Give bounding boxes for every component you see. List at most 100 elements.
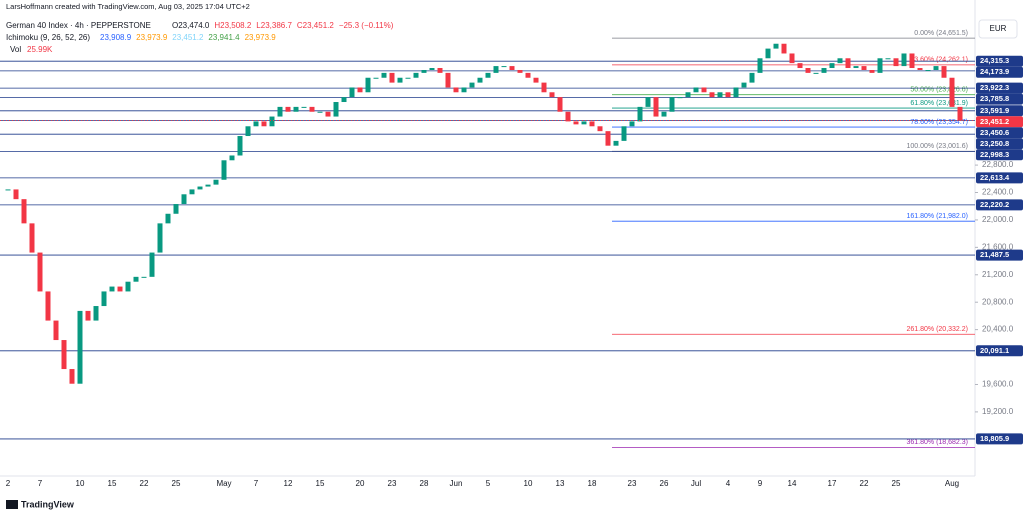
price-tag-label: 22,998.3 [980, 150, 1009, 159]
ohlc-value: O23,474.0 [172, 21, 210, 30]
candle [477, 77, 483, 83]
candle [773, 43, 779, 49]
y-tick-label: 22,800.0 [982, 160, 1014, 169]
candle [541, 82, 547, 93]
candle [709, 92, 715, 98]
y-tick-label: 22,400.0 [982, 188, 1014, 197]
candle [213, 179, 219, 185]
candle [885, 58, 891, 60]
x-tick-label: 13 [556, 479, 565, 488]
candle [421, 69, 427, 73]
fib-label: 361.80% (18,682.3) [907, 439, 969, 446]
candle [309, 106, 315, 112]
candle [245, 126, 251, 137]
candle [605, 131, 611, 146]
candle [789, 53, 795, 64]
price-tag [976, 127, 1023, 139]
candle [757, 58, 763, 73]
candle [397, 77, 403, 83]
candle [869, 69, 875, 73]
x-tick-label: 7 [38, 479, 43, 488]
indicator-value: 23,973.9 [136, 33, 168, 42]
y-tick-label: 21,600.0 [982, 242, 1014, 251]
x-tick-label: 2 [6, 479, 11, 488]
candle [317, 111, 323, 113]
candle [333, 102, 339, 117]
candle [501, 66, 507, 68]
fib-label: 161.80% (21,982.0) [907, 213, 969, 220]
candle [69, 369, 75, 384]
x-tick-label: 14 [788, 479, 797, 488]
price-tag-label: 24,173.9 [980, 67, 1009, 76]
candle [261, 121, 267, 127]
fib-label: 261.80% (20,332.2) [907, 326, 969, 333]
candle [941, 66, 947, 78]
candle [653, 97, 659, 117]
y-tick-label: 21,200.0 [982, 270, 1014, 279]
candle [949, 77, 955, 107]
candle [637, 106, 643, 122]
candle [445, 72, 451, 88]
price-tag [976, 82, 1023, 94]
candle [733, 87, 739, 98]
candle [677, 97, 683, 99]
x-tick-label: 10 [524, 479, 533, 488]
x-tick-label: 5 [486, 479, 491, 488]
symbol: German 40 Index · 4h · PEPPERSTONE [6, 21, 151, 30]
candle [589, 121, 595, 127]
candle [349, 87, 355, 98]
candle [453, 87, 459, 93]
x-tick-label: May [216, 479, 231, 488]
fib-label: 0.00% (24,651.5) [914, 30, 968, 37]
candle [861, 66, 867, 70]
candle [21, 199, 27, 224]
candle [597, 126, 603, 132]
fib-label: 50.00% (23,826.6) [910, 87, 968, 94]
candle [229, 155, 235, 161]
candle [29, 223, 35, 253]
currency[interactable]: EUR [990, 24, 1007, 33]
brand: TradingView [21, 499, 75, 509]
candle [509, 66, 515, 70]
candle [189, 189, 195, 195]
candle [325, 111, 331, 117]
currency-box[interactable] [978, 19, 1018, 39]
x-tick-label: 22 [140, 479, 149, 488]
candle [109, 286, 115, 292]
x-tick-label: 25 [892, 479, 901, 488]
candle [741, 82, 747, 88]
x-tick-label: Jun [450, 479, 463, 488]
candle [469, 82, 475, 88]
price-tag-label: 23,591.9 [980, 106, 1009, 115]
candle [797, 63, 803, 69]
candle [365, 77, 371, 93]
candle [5, 189, 11, 191]
price-tag [976, 149, 1023, 161]
candle [901, 53, 907, 67]
candle [253, 121, 259, 127]
candle [525, 72, 531, 78]
price-tag-label: 20,091.1 [980, 346, 1009, 355]
candle [389, 72, 395, 83]
candle [301, 106, 307, 108]
candle [917, 68, 923, 70]
price-tag [976, 433, 1023, 445]
candle [957, 106, 963, 121]
x-tick-label: 12 [284, 479, 293, 488]
candle [629, 121, 635, 127]
candle [101, 291, 107, 307]
candle [925, 69, 931, 71]
x-tick-label: 17 [828, 479, 837, 488]
candle [661, 111, 667, 117]
candle [37, 252, 43, 292]
candle [413, 72, 419, 78]
price-tag-label: 23,451.2 [980, 117, 1009, 126]
x-tick-label: 10 [76, 479, 85, 488]
candle [173, 204, 179, 214]
candle [45, 291, 51, 321]
x-tick-label: 23 [388, 479, 397, 488]
price-tag [976, 93, 1023, 105]
candle [613, 140, 619, 146]
